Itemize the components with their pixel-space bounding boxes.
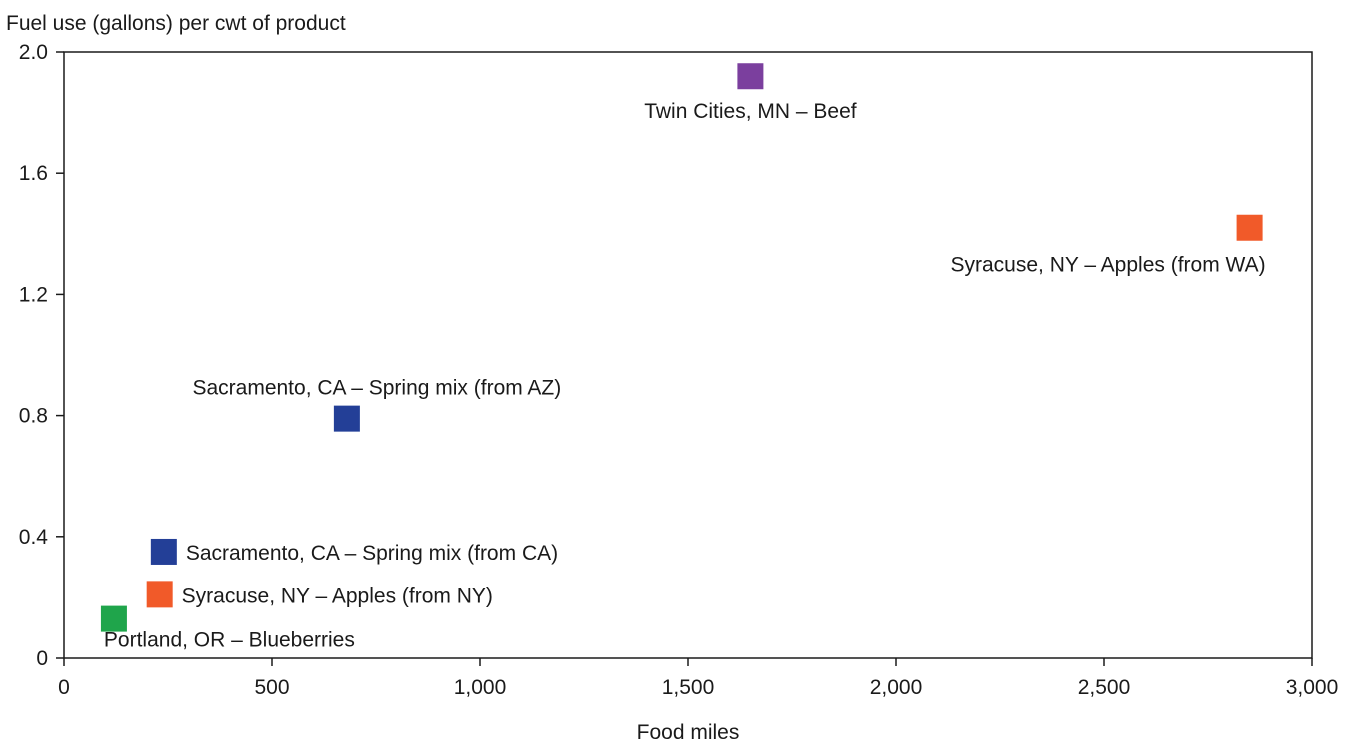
y-tick-label: 1.6 <box>19 162 48 185</box>
data-point-marker <box>737 63 764 90</box>
x-tick-label: 1,500 <box>662 676 715 699</box>
data-point-label: Twin Cities, MN – Beef <box>644 100 857 123</box>
y-tick-label: 1.2 <box>19 283 48 306</box>
data-point-marker <box>100 605 127 632</box>
data-point-label: Portland, OR – Blueberries <box>104 629 355 652</box>
x-tick-label: 3,000 <box>1286 676 1339 699</box>
y-axis: 0 0.4 0.8 1.2 1.6 2.0 <box>19 41 64 670</box>
data-point-label: Sacramento, CA – Spring mix (from AZ) <box>192 377 561 400</box>
x-tick-label: 2,000 <box>870 676 923 699</box>
data-point-label: Sacramento, CA – Spring mix (from CA) <box>186 542 558 565</box>
data-point-label: Syracuse, NY – Apples (from WA) <box>950 254 1265 277</box>
data-points: Twin Cities, MN – Beef Syracuse, NY – App… <box>100 63 1266 652</box>
y-tick-label: 0.8 <box>19 405 48 428</box>
data-point-marker <box>1236 214 1263 241</box>
plot-frame <box>63 51 1313 659</box>
y-tick-label: 0.4 <box>19 526 49 549</box>
x-tick-label: 2,500 <box>1078 676 1131 699</box>
data-point-label: Syracuse, NY – Apples (from NY) <box>182 584 493 607</box>
y-tick-label: 0 <box>36 647 48 670</box>
data-point-marker <box>146 581 173 608</box>
y-axis-label: Fuel use (gallons) per cwt of product <box>6 12 346 35</box>
x-axis-label: Food miles <box>637 721 740 744</box>
x-tick-label: 1,000 <box>454 676 507 699</box>
data-point-marker <box>333 405 360 432</box>
x-axis: 0 500 1,000 1,500 2,000 2,500 3,000 <box>58 658 1338 699</box>
x-tick-label: 0 <box>58 676 70 699</box>
y-tick-label: 2.0 <box>19 41 48 64</box>
data-point-marker <box>150 538 177 565</box>
x-tick-label: 500 <box>254 676 289 699</box>
